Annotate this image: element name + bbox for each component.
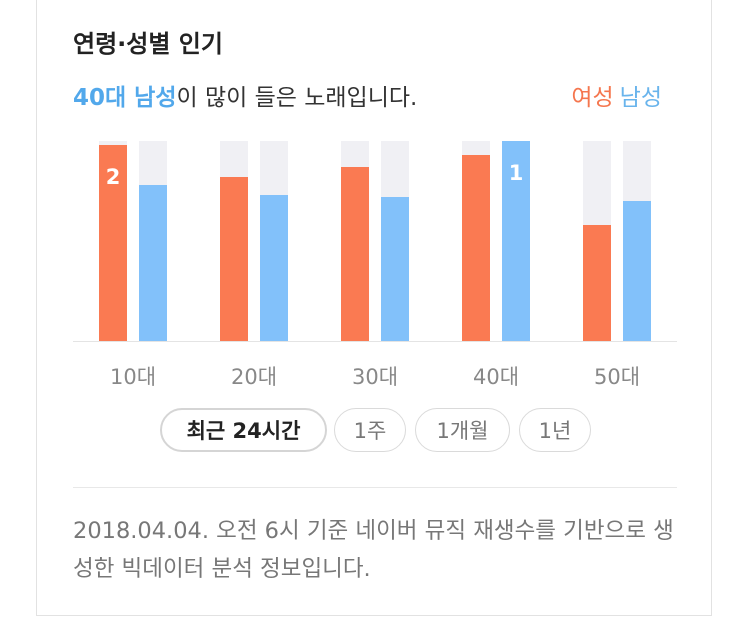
subtitle: 40대 남성이 많이 들은 노래입니다. [73,78,417,112]
period-label: 1년 [538,419,572,443]
x-tick-label: 10대 [110,365,156,389]
x-tick-label: 20대 [231,365,277,389]
x-tick-label: 50대 [594,365,640,389]
period-selector: 최근 24시간 1주 1개월 1년 [37,408,713,454]
bar-male-20대 [260,195,288,341]
bar-female-30대 [341,167,369,341]
rank-label: 2 [106,165,121,189]
bar-chart: 10대 20대 30대 40대 50대 2 1 [73,141,677,389]
divider [73,487,677,488]
age-gender-popularity-card: 연령·성별 인기 40대 남성이 많이 들은 노래입니다. 여성 남성 10대 20… [36,0,712,616]
period-24h-button[interactable]: 최근 24시간 [160,408,327,452]
bar-male-30대 [381,197,409,341]
bar-female-40대 [462,155,490,341]
period-1week-button[interactable]: 1주 [334,408,406,452]
legend-male: 남성 [619,85,662,111]
bar-female-50대 [583,225,611,341]
bar-male-50대 [623,201,651,341]
legend: 여성 남성 [571,78,662,112]
period-label: 1주 [353,419,387,443]
bar-female-20대 [220,177,248,341]
legend-female: 여성 [571,85,614,111]
subtitle-highlight: 40대 남성 [73,85,177,111]
footnote: 2018.04.04. 오전 6시 기준 네이버 뮤직 재생수를 기반으로 생성… [73,518,674,582]
bar-female-10대 [99,145,127,341]
rank-label: 1 [509,161,524,185]
subtitle-text: 이 많이 들은 노래입니다. [176,85,418,111]
period-1year-button[interactable]: 1년 [519,408,591,452]
bar-male-10대 [139,185,167,341]
x-tick-label: 40대 [473,365,519,389]
bar-male-40대 [502,141,530,341]
period-1month-button[interactable]: 1개월 [415,408,510,452]
x-tick-label: 30대 [352,365,398,389]
card-title: 연령·성별 인기 [73,30,223,58]
period-label: 1개월 [436,419,489,443]
period-label: 최근 24시간 [186,419,301,443]
